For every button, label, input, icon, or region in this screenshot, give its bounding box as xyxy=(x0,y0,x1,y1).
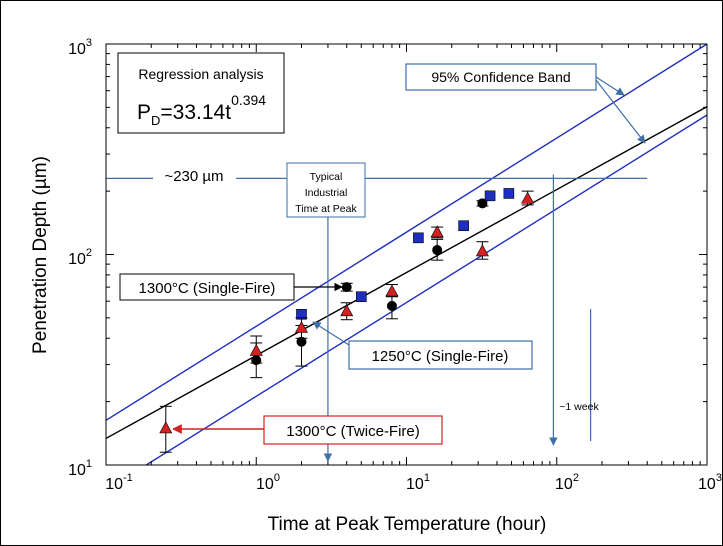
regression-title: Regression analysis xyxy=(138,66,263,82)
single-fire-1300-point xyxy=(386,300,397,311)
twice-fire-1300-label: 1300°C (Twice-Fire) xyxy=(286,423,420,440)
regression-box xyxy=(117,52,285,134)
x-tick-label-2: 101 xyxy=(406,472,430,493)
single-fire-1250-arrow xyxy=(312,321,350,346)
regression-equation: PD=33.14t0.394 xyxy=(137,92,266,128)
single-fire-1250-point xyxy=(484,190,496,202)
typical-time-label-line-2: Industrial xyxy=(305,187,348,199)
regression-line xyxy=(106,106,707,440)
twice-fire-1300-point xyxy=(385,284,399,297)
single-fire-1250-point xyxy=(355,291,367,303)
y-axis-title: Penetration Depth (µm) xyxy=(30,156,51,354)
single-fire-1250-point xyxy=(503,188,515,199)
twice-fire-1300-point xyxy=(159,421,173,434)
x-axis-title: Time at Peak Temperature (hour) xyxy=(268,514,547,535)
week-label: ~1 week xyxy=(559,401,599,413)
single-fire-1300-point xyxy=(432,245,443,256)
single-fire-1250-label-box xyxy=(348,340,533,370)
confidence-arrow-lower xyxy=(595,79,646,144)
y-tick-label-0: 101 xyxy=(68,458,92,479)
typical-time-label-box xyxy=(286,162,366,218)
single-fire-1250-label: 1250°C (Single-Fire) xyxy=(372,348,509,365)
confidence-band-lower xyxy=(144,114,707,465)
single-fire-1300-point xyxy=(341,282,352,293)
typical-time-label-line-1: Typical xyxy=(310,171,343,183)
y-tick-label-1: 102 xyxy=(68,247,92,268)
twice-fire-1300-point xyxy=(475,244,489,257)
confidence-band-label: 95% Confidence Band xyxy=(431,69,570,85)
x-tick-label-4: 103 xyxy=(698,472,722,493)
x-tick-label-0: 10-1 xyxy=(105,472,133,493)
typical-time-label-line-3: Time at Peak xyxy=(295,203,357,215)
confidence-band-upper xyxy=(106,44,707,421)
twice-fire-1300-point xyxy=(430,225,444,238)
single-fire-1300-label: 1300°C (Single-Fire) xyxy=(139,280,276,297)
x-tick-label-3: 102 xyxy=(555,472,579,493)
twice-fire-1300-point xyxy=(294,320,308,333)
single-fire-1300-point xyxy=(296,336,307,347)
y-tick-label-2: 103 xyxy=(68,37,92,58)
single-fire-1250-point xyxy=(458,220,469,232)
confidence-arrow-upper xyxy=(595,76,625,96)
twice-fire-1300-point xyxy=(340,304,354,317)
twice-fire-1300-label-box xyxy=(263,415,443,445)
twice-fire-1300-point xyxy=(521,191,535,204)
x-tick-label-1: 100 xyxy=(256,472,280,493)
twice-fire-1300-point xyxy=(249,343,263,356)
single-fire-1300-label-box xyxy=(119,273,295,301)
depth-230-label: ~230 µm xyxy=(164,168,223,185)
data-marks-layer xyxy=(159,188,535,453)
tick-marks-layer xyxy=(105,43,708,466)
lines-layer xyxy=(106,44,707,465)
single-fire-1250-point xyxy=(413,232,424,244)
